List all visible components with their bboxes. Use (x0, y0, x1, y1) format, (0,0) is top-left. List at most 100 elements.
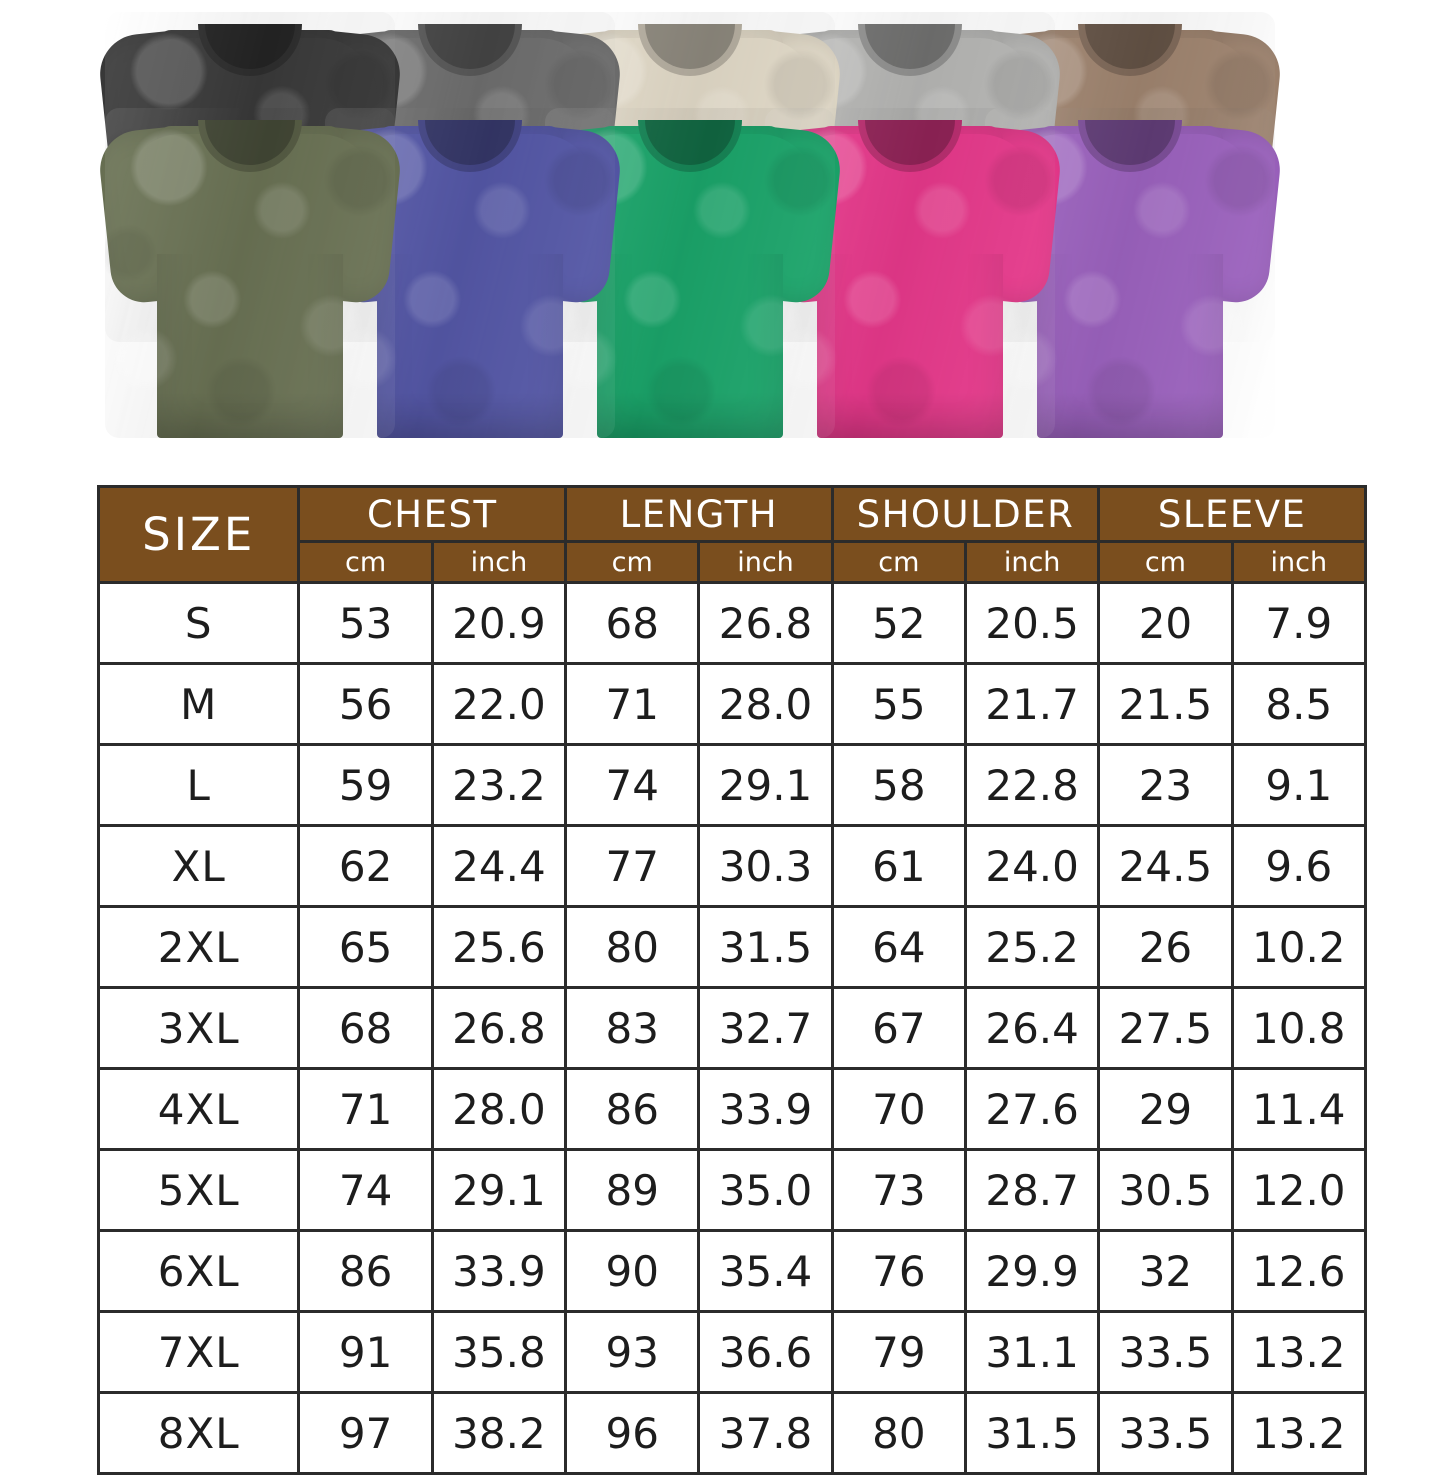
cell-length-cm: 71 (564, 662, 701, 746)
cell-shoulder-in: 27.6 (963, 1067, 1101, 1151)
cell-length-in: 35.4 (697, 1229, 834, 1313)
table-row: L 59 23.2 74 29.1 58 22.8 23 9.1 (96, 743, 1368, 827)
cell-length-cm: 96 (564, 1391, 701, 1475)
cell-chest-cm: 91 (297, 1310, 434, 1394)
cell-length-in: 26.8 (697, 581, 834, 665)
cell-chest-in: 25.6 (430, 905, 568, 989)
column-group-length: LENGTH (564, 485, 834, 543)
cell-chest-cm: 74 (297, 1148, 434, 1232)
size-chart-table: SIZE CHEST LENGTH SHOULDER SLEEVE cm inc… (96, 485, 1368, 1475)
product-gallery (0, 0, 1445, 470)
cell-length-cm: 68 (564, 581, 701, 665)
cell-shoulder-cm: 52 (830, 581, 967, 665)
cell-length-in: 28.0 (697, 662, 834, 746)
cell-shoulder-in: 21.7 (963, 662, 1101, 746)
cell-chest-in: 20.9 (430, 581, 568, 665)
shirt-hem (817, 392, 1003, 438)
cell-sleeve-in: 9.6 (1230, 824, 1368, 908)
size-label: 7XL (96, 1310, 301, 1394)
cell-chest-cm: 71 (297, 1067, 434, 1151)
size-label: 5XL (96, 1148, 301, 1232)
cell-shoulder-in: 25.2 (963, 905, 1101, 989)
size-label: 6XL (96, 1229, 301, 1313)
cell-length-in: 29.1 (697, 743, 834, 827)
unit-header-shoulder-cm: cm (830, 540, 967, 584)
cell-sleeve-cm: 30.5 (1097, 1148, 1234, 1232)
shirt-hem (157, 392, 343, 438)
cell-chest-in: 38.2 (430, 1391, 568, 1475)
unit-header-chest-inch: inch (430, 540, 568, 584)
cell-sleeve-in: 8.5 (1230, 662, 1368, 746)
cell-sleeve-in: 10.2 (1230, 905, 1368, 989)
column-group-shoulder: SHOULDER (830, 485, 1101, 543)
unit-header-length-cm: cm (564, 540, 701, 584)
cell-shoulder-in: 29.9 (963, 1229, 1101, 1313)
cell-length-in: 33.9 (697, 1067, 834, 1151)
cell-shoulder-in: 20.5 (963, 581, 1101, 665)
column-group-sleeve: SLEEVE (1097, 485, 1367, 543)
table-row: 4XL 71 28.0 86 33.9 70 27.6 29 11.4 (96, 1067, 1368, 1151)
cell-length-cm: 90 (564, 1229, 701, 1313)
size-label: 8XL (96, 1391, 301, 1475)
cell-chest-cm: 68 (297, 986, 434, 1070)
unit-header-sleeve-cm: cm (1097, 540, 1234, 584)
cell-chest-in: 33.9 (430, 1229, 568, 1313)
cell-shoulder-cm: 80 (830, 1391, 967, 1475)
size-label: 4XL (96, 1067, 301, 1151)
cell-length-cm: 80 (564, 905, 701, 989)
cell-shoulder-cm: 58 (830, 743, 967, 827)
column-header-size: SIZE (96, 485, 301, 584)
shirt-hem (597, 392, 783, 438)
cell-sleeve-in: 12.0 (1230, 1148, 1368, 1232)
cell-length-cm: 77 (564, 824, 701, 908)
size-chart: SIZE CHEST LENGTH SHOULDER SLEEVE cm inc… (96, 485, 1368, 1475)
cell-sleeve-cm: 32 (1097, 1229, 1234, 1313)
table-row: 6XL 86 33.9 90 35.4 76 29.9 32 12.6 (96, 1229, 1368, 1313)
cell-sleeve-cm: 23 (1097, 743, 1234, 827)
cell-shoulder-in: 28.7 (963, 1148, 1101, 1232)
cell-sleeve-in: 13.2 (1230, 1310, 1368, 1394)
shirt-hem (377, 392, 563, 438)
cell-shoulder-cm: 64 (830, 905, 967, 989)
cell-length-in: 31.5 (697, 905, 834, 989)
cell-length-cm: 89 (564, 1148, 701, 1232)
size-label: XL (96, 824, 301, 908)
cell-shoulder-in: 26.4 (963, 986, 1101, 1070)
header-row-units: cm inch cm inch cm inch cm inch (99, 540, 1368, 584)
table-row: M 56 22.0 71 28.0 55 21.7 21.5 8.5 (96, 662, 1368, 746)
column-group-chest: CHEST (297, 485, 568, 543)
cell-chest-in: 24.4 (430, 824, 568, 908)
cell-length-cm: 93 (564, 1310, 701, 1394)
size-label: S (96, 581, 301, 665)
cell-sleeve-in: 13.2 (1230, 1391, 1368, 1475)
cell-chest-cm: 65 (297, 905, 434, 989)
cell-sleeve-in: 11.4 (1230, 1067, 1368, 1151)
cell-chest-cm: 59 (297, 743, 434, 827)
table-row: 2XL 65 25.6 80 31.5 64 25.2 26 10.2 (96, 905, 1368, 989)
cell-shoulder-cm: 73 (830, 1148, 967, 1232)
cell-shoulder-cm: 55 (830, 662, 967, 746)
cell-chest-cm: 53 (297, 581, 434, 665)
shirt-olive[interactable] (96, 108, 404, 438)
cell-shoulder-cm: 70 (830, 1067, 967, 1151)
size-label: 2XL (96, 905, 301, 989)
table-row: S 53 20.9 68 26.8 52 20.5 20 7.9 (96, 581, 1368, 665)
cell-chest-in: 29.1 (430, 1148, 568, 1232)
cell-sleeve-in: 10.8 (1230, 986, 1368, 1070)
unit-header-length-inch: inch (697, 540, 834, 584)
cell-shoulder-cm: 76 (830, 1229, 967, 1313)
cell-sleeve-cm: 33.5 (1097, 1391, 1234, 1475)
cell-sleeve-cm: 33.5 (1097, 1310, 1234, 1394)
cell-sleeve-in: 7.9 (1230, 581, 1368, 665)
cell-length-in: 37.8 (697, 1391, 834, 1475)
cell-chest-in: 22.0 (430, 662, 568, 746)
cell-chest-in: 35.8 (430, 1310, 568, 1394)
size-label: 3XL (96, 986, 301, 1070)
cell-length-cm: 74 (564, 743, 701, 827)
cell-chest-cm: 86 (297, 1229, 434, 1313)
cell-length-cm: 86 (564, 1067, 701, 1151)
cell-chest-in: 26.8 (430, 986, 568, 1070)
table-row: 5XL 74 29.1 89 35.0 73 28.7 30.5 12.0 (96, 1148, 1368, 1232)
cell-chest-cm: 62 (297, 824, 434, 908)
table-header: SIZE CHEST LENGTH SHOULDER SLEEVE cm inc… (96, 485, 1368, 584)
